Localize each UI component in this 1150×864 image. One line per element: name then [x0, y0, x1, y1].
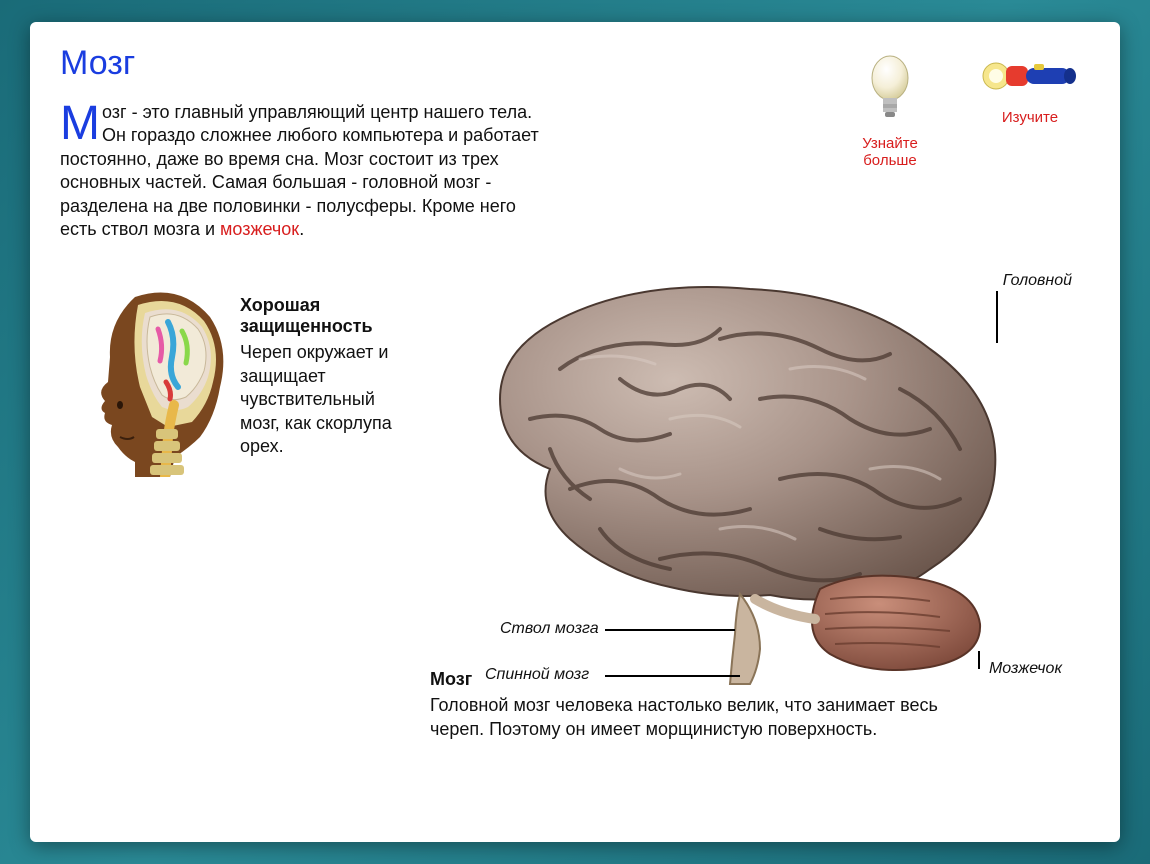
title-area: Мозг М озг - это главный управляющий цен…	[60, 44, 840, 241]
tool-icons: Узнайте больше Изучите	[840, 44, 1090, 169]
intro-after: .	[299, 219, 304, 239]
left-column: Хорошая защищенность Череп окружает и за…	[60, 269, 400, 729]
explore-label: Изучите	[1002, 109, 1058, 126]
line-cerebellum	[978, 651, 980, 669]
dropcap: М	[60, 105, 100, 143]
protection-text: Череп окружает и защищает чувствительный…	[240, 341, 400, 458]
label-cerebellum: Мозжечок	[989, 661, 1062, 677]
protection-title: Хорошая защищенность	[240, 295, 400, 337]
middle-row: Хорошая защищенность Череп окружает и за…	[60, 269, 1090, 729]
label-brainstem: Ствол мозга	[500, 621, 599, 637]
head-cross-section	[80, 287, 240, 477]
learn-more-tool[interactable]: Узнайте больше	[840, 54, 940, 169]
label-cerebrum: Головной	[1003, 273, 1072, 289]
intro-highlight: мозжечок	[220, 219, 299, 239]
lightbulb-icon	[867, 54, 913, 129]
flashlight-icon	[980, 54, 1080, 103]
explore-tool[interactable]: Изучите	[980, 54, 1080, 169]
slide-frame: Мозг М озг - это главный управляющий цен…	[30, 22, 1120, 842]
brain-diagram: Головной Ствол мозга Спинной мозг Мозжеч…	[420, 269, 1090, 729]
protection-block: Хорошая защищенность Череп окружает и за…	[240, 295, 400, 458]
page-title: Мозг	[60, 44, 840, 83]
line-spinal	[605, 675, 740, 677]
line-cerebrum	[996, 291, 998, 343]
line-brainstem	[605, 629, 735, 631]
label-spinal: Спинной мозг	[485, 667, 589, 683]
intro-text: М озг - это главный управляющий центр на…	[60, 101, 540, 241]
learn-more-label: Узнайте больше	[840, 135, 940, 169]
top-section: Мозг М озг - это главный управляющий цен…	[60, 44, 1090, 241]
